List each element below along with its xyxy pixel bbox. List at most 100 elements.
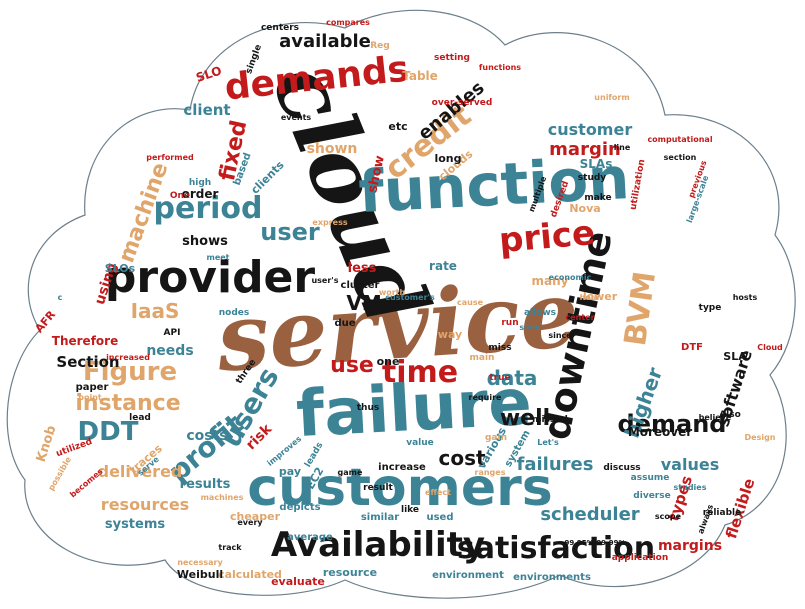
word-c: c <box>58 293 63 302</box>
word-computational: computational <box>647 135 712 144</box>
word-over-served: over-served <box>432 98 493 108</box>
word-due: due <box>334 318 355 329</box>
word-99-95-99-99: 99.95%,99.99% <box>565 539 626 547</box>
word-every: every <box>237 518 263 527</box>
word-provider: provider <box>105 252 316 303</box>
word-costs: costs <box>186 428 227 444</box>
word-data: data <box>487 366 538 390</box>
word-cause: cause <box>457 298 484 307</box>
word-discuss: discuss <box>603 463 640 473</box>
word-therefore: Therefore <box>52 334 118 348</box>
word-available: available <box>279 31 371 52</box>
word-less: less <box>348 261 377 276</box>
word-run: run <box>501 318 518 328</box>
word-high: high <box>189 178 211 188</box>
word-events: events <box>281 113 312 122</box>
word-user-s: user's <box>311 276 338 285</box>
word-instance: instance <box>75 391 180 416</box>
word-since: since <box>548 331 572 340</box>
word-seen: seen <box>519 323 541 332</box>
word-customer: customer <box>548 120 633 139</box>
word-allows: allows <box>524 308 556 318</box>
word-track: track <box>218 543 242 552</box>
word-main: main <box>470 353 495 363</box>
word-believe: believe <box>699 413 732 422</box>
word-hosts: hosts <box>733 293 758 302</box>
word-weibull: Weibull <box>177 568 223 581</box>
word-failures: failures <box>517 454 594 475</box>
word-price: price <box>497 213 596 261</box>
word-section: section <box>664 153 697 162</box>
word-vms: VMs <box>346 291 393 315</box>
word-lower: lower <box>583 290 618 303</box>
word-cloud: Cloud <box>757 343 783 352</box>
word-assume: assume <box>631 473 670 483</box>
word-evaluate: evaluate <box>271 575 325 588</box>
word-ranges: ranges <box>475 468 506 477</box>
word-cheaper: cheaper <box>230 510 281 523</box>
word-one: One <box>170 191 190 201</box>
word-many: many <box>532 274 569 288</box>
word-dtf: DTF <box>681 342 703 353</box>
word-true: true <box>489 373 510 383</box>
word-table: Table <box>402 69 438 83</box>
word-like: like <box>401 505 419 515</box>
word-failure: failure <box>294 366 533 452</box>
word-pay: pay <box>279 465 301 478</box>
word-systems: systems <box>105 517 166 532</box>
word-increase: increase <box>378 462 426 473</box>
word-demand: demand <box>618 410 727 438</box>
word-shows: shows <box>182 234 228 249</box>
word-margins: margins <box>658 538 722 554</box>
word-require: require <box>469 393 502 402</box>
word-client: client <box>183 101 230 119</box>
word-reg: Reg <box>370 41 389 51</box>
word-setting: setting <box>434 53 470 63</box>
word-period: period <box>154 191 263 226</box>
word-way: way <box>438 328 462 341</box>
word-satisfaction: satisfaction <box>457 531 655 566</box>
word-functions: functions <box>479 63 521 72</box>
word-customers: customers <box>247 458 552 518</box>
word-missed: missed <box>532 415 568 425</box>
cloud-outline <box>6 9 796 599</box>
word-well: well <box>500 406 550 431</box>
word-worth: worth <box>379 288 406 297</box>
word-make: make <box>584 193 611 203</box>
word-type: type <box>699 303 722 313</box>
word-use: use <box>330 353 374 378</box>
word-results: results <box>180 477 231 492</box>
word-availability: Availability <box>271 525 485 565</box>
word-iaas: IaaS <box>131 299 180 323</box>
word-uniform: uniform <box>594 93 629 102</box>
word-shown: shown <box>307 141 358 157</box>
word-thus: thus <box>357 403 379 413</box>
word-also: Also <box>719 410 741 420</box>
word-scheduler: scheduler <box>540 504 639 525</box>
word-nodes: nodes <box>219 308 250 318</box>
word-environment: environment <box>432 570 504 581</box>
word-function: function <box>357 144 631 226</box>
word-depicts: depicts <box>279 502 320 513</box>
word-studies: studies <box>674 483 707 492</box>
word-environments: environments <box>513 572 591 583</box>
word-etc: etc <box>388 120 407 133</box>
word-center: center <box>565 313 594 322</box>
word-resource: resource <box>323 566 377 579</box>
word-moreover: Moreover <box>628 425 692 439</box>
word-miss: miss <box>488 343 511 353</box>
word-order: order <box>182 187 219 201</box>
word-cost: cost <box>438 446 486 470</box>
word-similar: similar <box>361 512 399 523</box>
word-application: application <box>612 553 669 563</box>
word-scope: scope <box>655 512 682 521</box>
word-compares: compares <box>326 18 370 27</box>
word-value: value <box>406 438 434 448</box>
word-resources: resources <box>101 495 189 514</box>
word-result: result <box>363 483 393 493</box>
word-design: Design <box>745 433 776 442</box>
word-performed: performed <box>146 153 194 162</box>
word-centers: centers <box>261 23 299 33</box>
